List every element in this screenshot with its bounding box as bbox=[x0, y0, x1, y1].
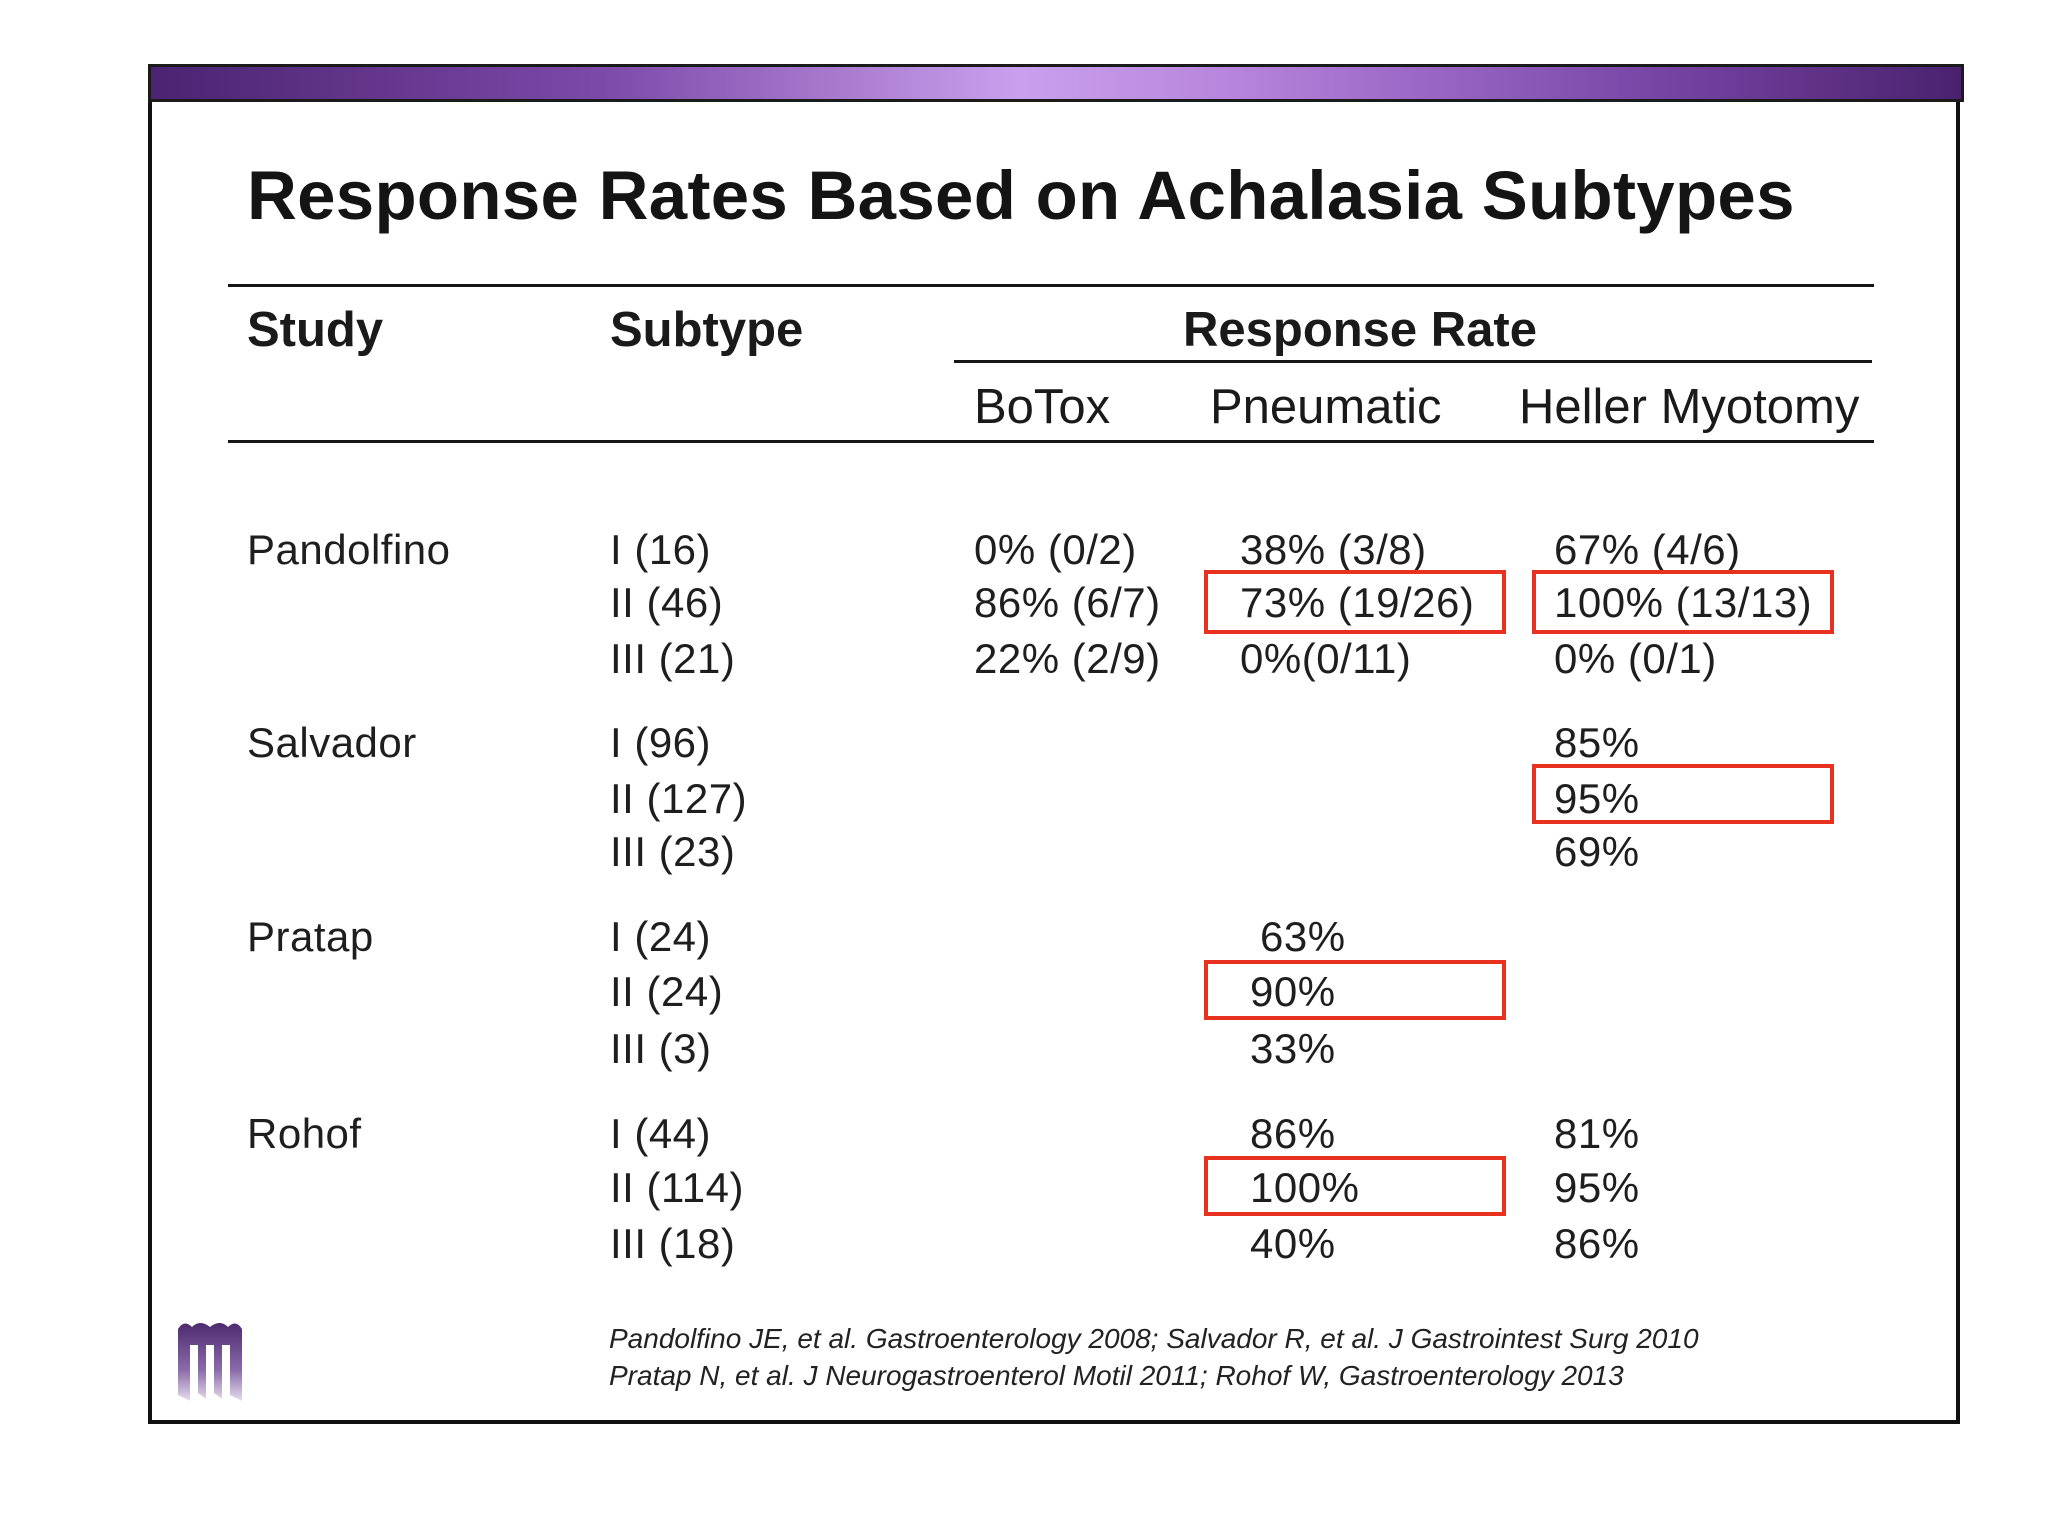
heller-myotomy-rate: 81% bbox=[1554, 1110, 1640, 1157]
pneumatic-rate: 0%(0/11) bbox=[1240, 635, 1412, 682]
slide: Response Rates Based on Achalasia Subtyp… bbox=[148, 64, 1964, 1424]
response-rate-rule bbox=[954, 360, 1872, 363]
highlight-box bbox=[1204, 1156, 1506, 1216]
study-name: Rohof bbox=[247, 1110, 362, 1157]
study-name: Pandolfino bbox=[247, 526, 451, 573]
header-botox: BoTox bbox=[974, 380, 1111, 434]
header-study: Study bbox=[247, 303, 384, 357]
citation-line-2: Pratap N, et al. J Neurogastroenterol Mo… bbox=[609, 1360, 1624, 1391]
slide-header-bar bbox=[148, 64, 1964, 102]
header-bottom-rule bbox=[228, 440, 1874, 443]
subtype-cell: I (16) bbox=[610, 526, 712, 573]
heller-myotomy-rate: 0% (0/1) bbox=[1554, 635, 1717, 682]
header-response-rate: Response Rate bbox=[1183, 303, 1538, 357]
heller-myotomy-rate: 86% bbox=[1554, 1220, 1640, 1267]
subtype-cell: II (46) bbox=[610, 579, 724, 626]
subtype-cell: III (3) bbox=[610, 1025, 712, 1072]
heller-myotomy-rate: 100% (13/13) bbox=[1554, 579, 1813, 626]
citation: Pandolfino JE, et al. Gastroenterology 2… bbox=[609, 1320, 1699, 1394]
study-name: Pratap bbox=[247, 913, 374, 960]
institution-logo-icon bbox=[174, 1315, 246, 1410]
botox-rate: 86% (6/7) bbox=[974, 579, 1161, 626]
pneumatic-rate: 63% bbox=[1260, 913, 1346, 960]
table-top-rule bbox=[228, 284, 1874, 287]
study-name: Salvador bbox=[247, 719, 417, 766]
subtype-cell: III (21) bbox=[610, 635, 736, 682]
header-heller-myotomy: Heller Myotomy bbox=[1519, 380, 1860, 434]
heller-myotomy-rate: 85% bbox=[1554, 719, 1640, 766]
pneumatic-rate: 33% bbox=[1250, 1025, 1336, 1072]
pneumatic-rate: 73% (19/26) bbox=[1240, 579, 1475, 626]
subtype-cell: I (44) bbox=[610, 1110, 712, 1157]
pneumatic-rate: 100% bbox=[1250, 1164, 1360, 1211]
pneumatic-rate: 86% bbox=[1250, 1110, 1336, 1157]
highlight-box bbox=[1204, 570, 1506, 634]
heller-myotomy-rate: 95% bbox=[1554, 1164, 1640, 1211]
highlight-box bbox=[1532, 764, 1834, 824]
heller-myotomy-rate: 69% bbox=[1554, 828, 1640, 875]
heller-myotomy-rate: 95% bbox=[1554, 775, 1640, 822]
botox-rate: 22% (2/9) bbox=[974, 635, 1161, 682]
pneumatic-rate: 90% bbox=[1250, 968, 1336, 1015]
header-subtype: Subtype bbox=[610, 303, 804, 357]
subtype-cell: II (24) bbox=[610, 968, 724, 1015]
citation-line-1: Pandolfino JE, et al. Gastroenterology 2… bbox=[609, 1323, 1699, 1354]
subtype-cell: I (96) bbox=[610, 719, 712, 766]
pneumatic-rate: 38% (3/8) bbox=[1240, 526, 1427, 573]
subtype-cell: I (24) bbox=[610, 913, 712, 960]
botox-rate: 0% (0/2) bbox=[974, 526, 1137, 573]
header-pneumatic: Pneumatic bbox=[1210, 380, 1442, 434]
slide-title: Response Rates Based on Achalasia Subtyp… bbox=[247, 157, 1795, 234]
heller-myotomy-rate: 67% (4/6) bbox=[1554, 526, 1741, 573]
subtype-cell: III (23) bbox=[610, 828, 736, 875]
pneumatic-rate: 40% bbox=[1250, 1220, 1336, 1267]
highlight-box bbox=[1204, 960, 1506, 1020]
subtype-cell: III (18) bbox=[610, 1220, 736, 1267]
subtype-cell: II (114) bbox=[610, 1164, 744, 1211]
subtype-cell: II (127) bbox=[610, 775, 748, 822]
highlight-box bbox=[1532, 570, 1834, 634]
